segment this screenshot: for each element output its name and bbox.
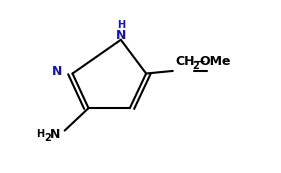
Text: OMe: OMe	[200, 55, 231, 68]
Text: 2: 2	[192, 61, 199, 71]
Text: N: N	[50, 128, 60, 141]
Text: H: H	[117, 20, 125, 30]
Text: N: N	[52, 65, 62, 78]
Text: CH: CH	[175, 55, 194, 68]
Text: H: H	[37, 129, 45, 139]
Text: N: N	[116, 29, 126, 42]
Text: —: —	[193, 56, 204, 66]
Text: 2: 2	[44, 133, 51, 143]
